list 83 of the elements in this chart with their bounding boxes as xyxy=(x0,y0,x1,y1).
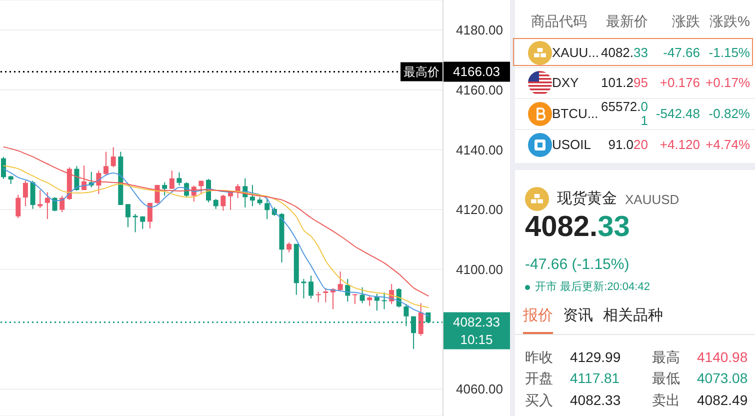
candlestick xyxy=(323,288,328,303)
candlestick xyxy=(360,286,365,304)
category-label: 买入 xyxy=(525,392,553,408)
data-label: 4129.99 xyxy=(570,348,621,366)
candlestick xyxy=(60,195,65,213)
text: 91.020 xyxy=(608,137,648,152)
text: 4082.33 xyxy=(525,211,630,243)
category-label: 昨收 xyxy=(525,349,553,365)
candlestick xyxy=(22,180,28,207)
text: +4.74% xyxy=(706,137,750,152)
y-tick-label: 4160.00 xyxy=(456,82,503,98)
candlestick xyxy=(250,184,255,207)
candlestick xyxy=(286,242,292,253)
text: 报价 xyxy=(523,307,553,324)
y-tick-label: 4100.00 xyxy=(456,262,503,277)
text: 现货黄金 xyxy=(557,190,617,207)
candlestick xyxy=(352,294,358,305)
ref-line-label: 最高价 xyxy=(404,65,440,80)
data-label: 4140.98 xyxy=(697,348,748,366)
candlestick xyxy=(308,275,314,299)
category-label: 开盘 xyxy=(525,370,553,386)
text: DXY xyxy=(552,75,579,90)
y-tick-label: 4120.00 xyxy=(456,202,503,218)
text: -542.48 xyxy=(656,106,700,121)
candlestick xyxy=(44,192,50,220)
text: 4082.33 xyxy=(600,45,648,60)
text: 10:15 xyxy=(460,332,493,348)
candlestick xyxy=(140,216,146,230)
candlestick xyxy=(418,302,424,336)
data-label: 4073.08 xyxy=(697,369,748,387)
candlestick xyxy=(16,194,21,219)
candlestick xyxy=(125,204,130,228)
candlestick xyxy=(198,180,204,194)
candlestick xyxy=(374,293,380,312)
text: -0.82% xyxy=(708,106,750,121)
text: 资讯 xyxy=(563,307,593,324)
text: XAUUSD xyxy=(625,192,680,207)
text: 4166.03 xyxy=(453,64,500,80)
candlestick xyxy=(132,213,138,233)
category-label: 最高 xyxy=(652,349,680,365)
candlestick xyxy=(169,170,174,190)
candlestick xyxy=(316,291,321,303)
text: 开市 最后更新:20:04:42 xyxy=(535,281,650,293)
candlestick xyxy=(228,191,233,210)
candlestick xyxy=(110,146,116,168)
text: XAUU... xyxy=(552,45,599,60)
text: -47.66 (-1.15%) xyxy=(525,256,630,273)
category-label: 最低 xyxy=(652,370,680,386)
text: 涨跌 xyxy=(672,13,700,29)
text: +4.120 xyxy=(660,137,700,152)
text: +0.176 xyxy=(660,75,700,90)
text: 101.295 xyxy=(600,75,648,90)
candlestick xyxy=(220,194,226,212)
text: -1.15% xyxy=(708,45,750,60)
candlestick xyxy=(382,292,387,310)
candlestick xyxy=(301,278,306,299)
candlestick xyxy=(104,151,109,176)
text: 4082.33 xyxy=(453,314,500,330)
candlestick xyxy=(264,198,270,220)
y-tick-label: 4060.00 xyxy=(456,382,503,397)
candlestick xyxy=(30,180,36,210)
text: BTCU... xyxy=(552,106,598,121)
text: 最新价 xyxy=(606,13,648,29)
text: -47.66 xyxy=(663,45,700,60)
text: USOIL xyxy=(552,137,592,152)
y-tick-label: 4180.00 xyxy=(456,22,503,38)
data-label: 4082.33 xyxy=(570,391,621,409)
data-label: 4117.81 xyxy=(570,369,620,387)
text: 65572.01 xyxy=(601,99,648,128)
candlestick xyxy=(162,182,168,196)
text: +0.17% xyxy=(706,75,750,90)
data-label: 4082.49 xyxy=(697,391,748,409)
candlestick xyxy=(338,270,343,292)
text: 相关品种 xyxy=(603,307,663,324)
text: 商品代码 xyxy=(531,13,587,29)
candlestick xyxy=(176,172,182,186)
candlestick xyxy=(38,190,43,208)
category-label: 卖出 xyxy=(652,392,680,408)
candlestick xyxy=(213,198,218,210)
candlestick xyxy=(367,295,372,306)
line-series xyxy=(3,146,429,296)
y-tick-label: 4140.00 xyxy=(456,142,503,158)
text: 涨跌% xyxy=(710,13,750,29)
